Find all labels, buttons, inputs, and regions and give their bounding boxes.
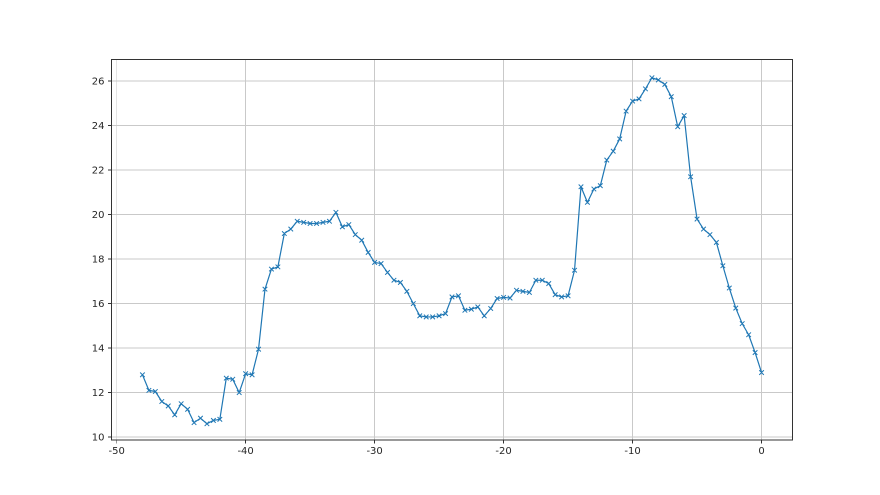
x-tick-label: -20 xyxy=(495,446,511,457)
y-tick-label: 20 xyxy=(92,210,105,221)
x-tick-label: -50 xyxy=(108,446,124,457)
y-tick-label: 24 xyxy=(92,121,105,132)
axes-spines xyxy=(111,59,793,441)
x-tick-label: -10 xyxy=(624,446,640,457)
y-tick-label: 26 xyxy=(92,77,105,88)
y-tick-label: 14 xyxy=(92,344,105,355)
data-markers xyxy=(139,75,765,427)
y-tick-label: 10 xyxy=(92,433,105,444)
x-tick-label: -30 xyxy=(366,446,382,457)
x-tick-label: 0 xyxy=(758,446,764,457)
y-tick-label: 12 xyxy=(92,388,105,399)
y-tick-label: 18 xyxy=(92,255,105,266)
plot-area xyxy=(111,59,793,440)
y-tick-label: 22 xyxy=(92,166,105,177)
x-tick-label: -40 xyxy=(237,446,253,457)
y-tick-label: 16 xyxy=(92,299,105,310)
